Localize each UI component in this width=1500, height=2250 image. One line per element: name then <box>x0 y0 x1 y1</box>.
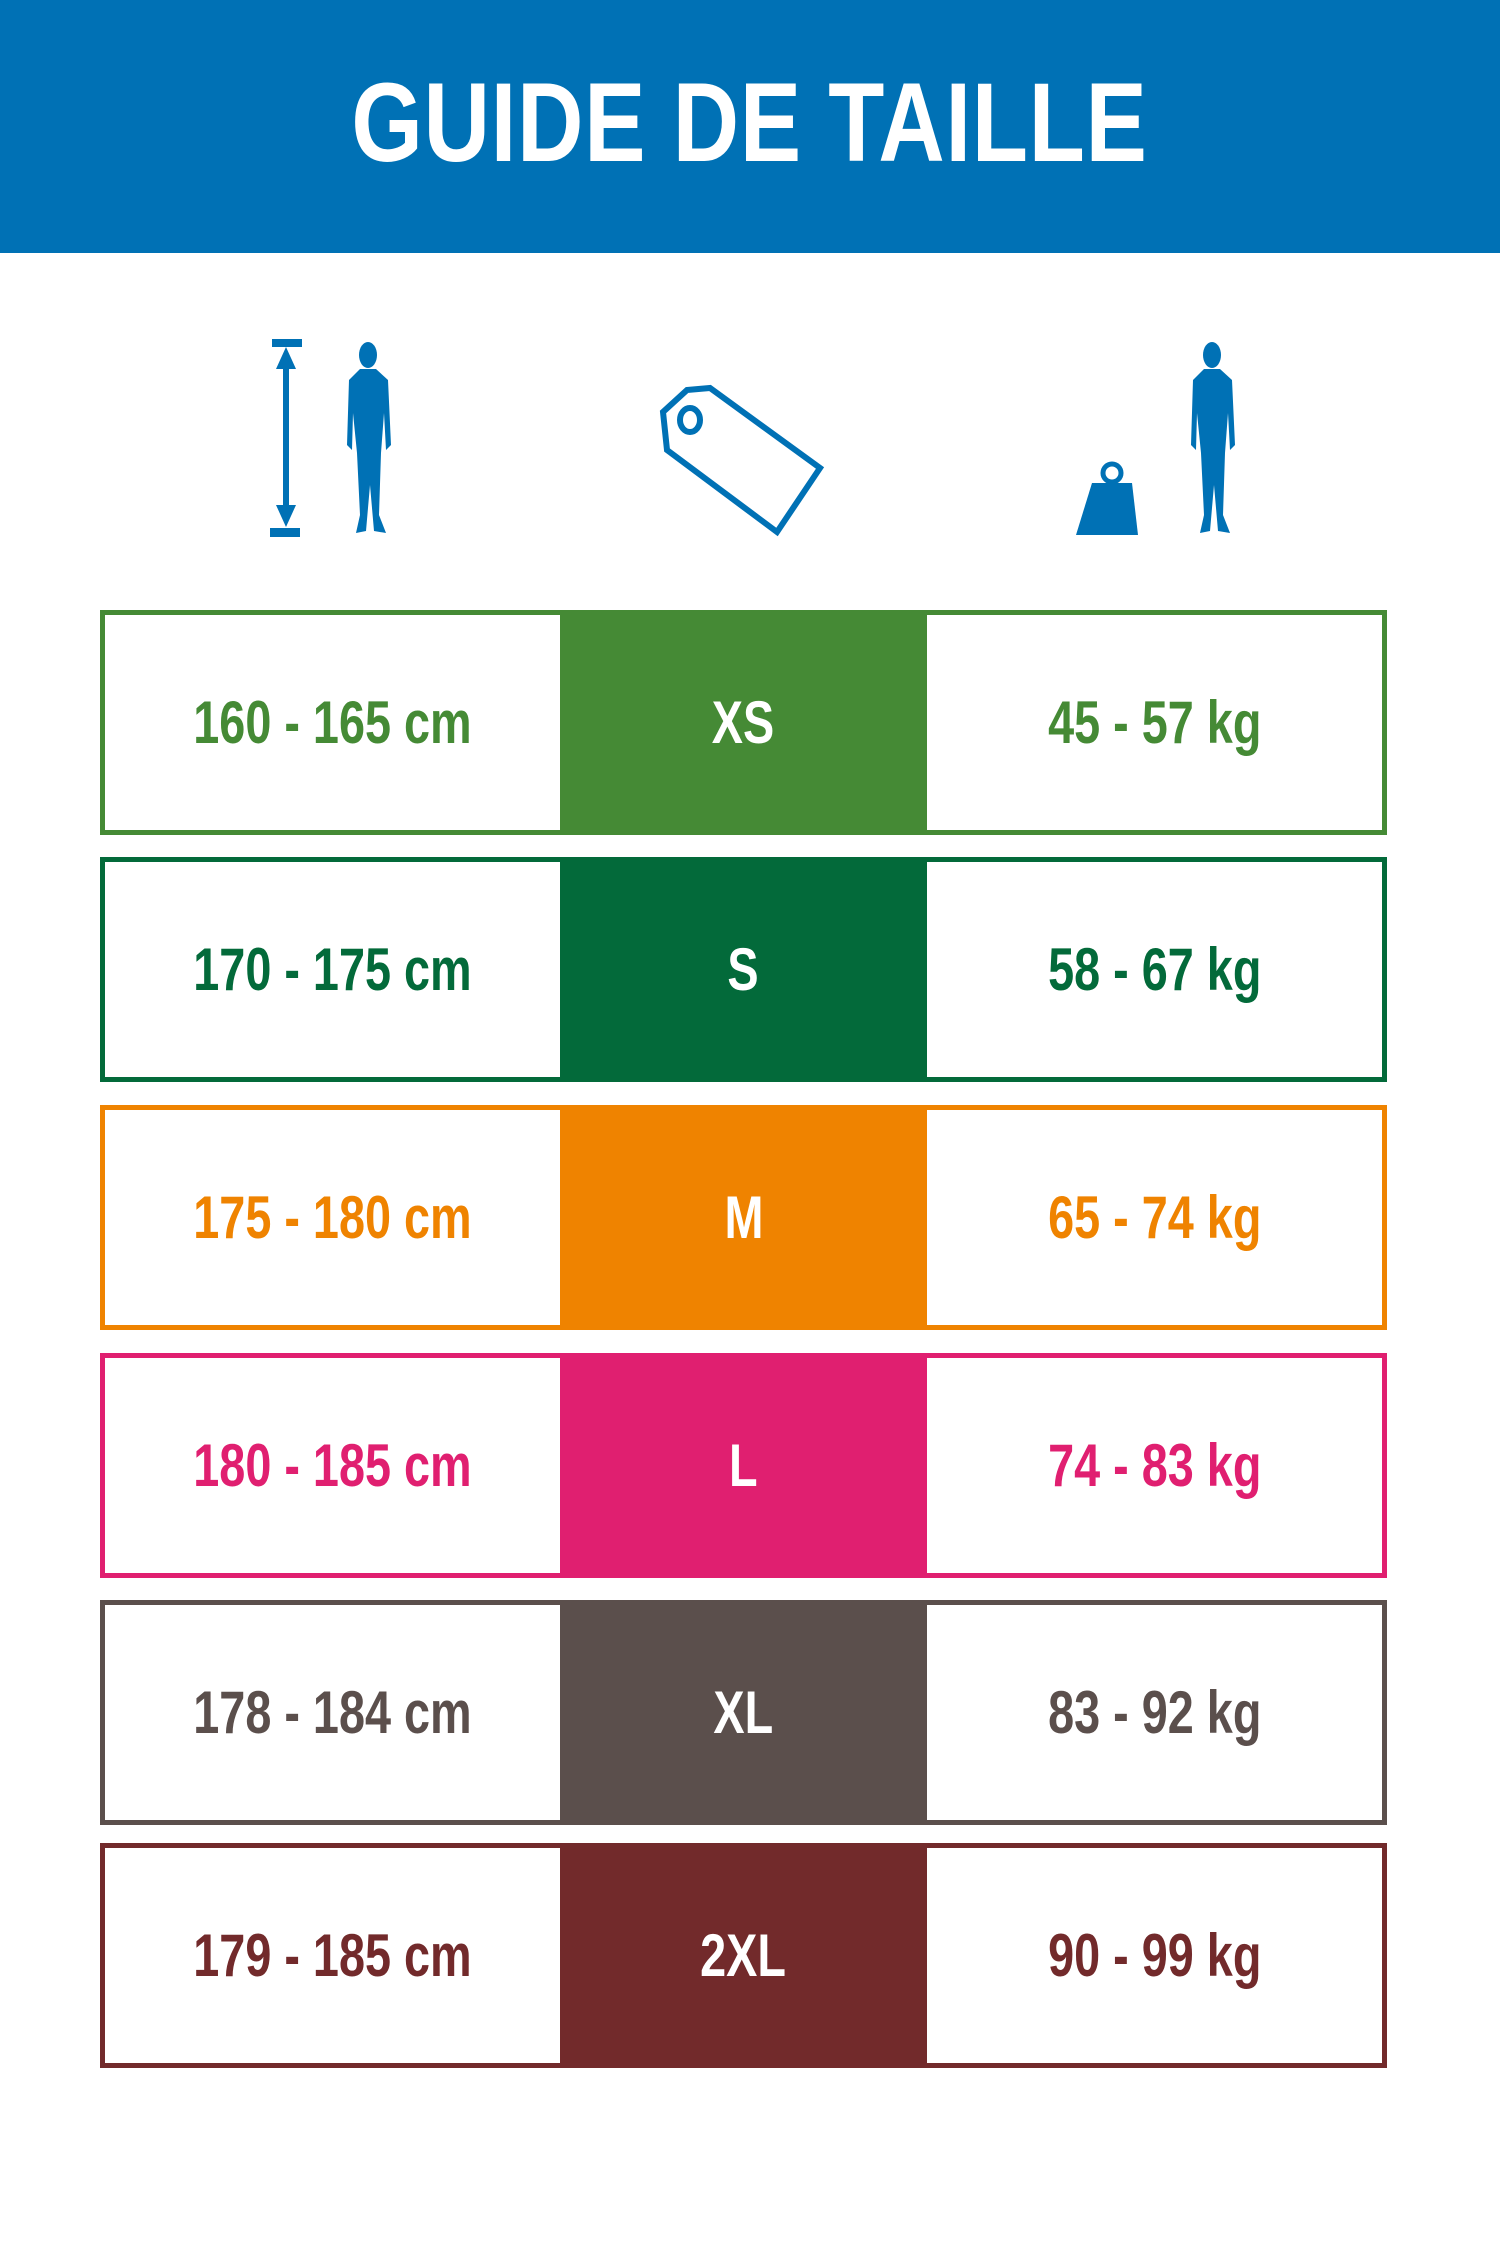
size-row: 179 - 185 cm 2XL 90 - 99 kg <box>100 1843 1387 2068</box>
height-cell-text: 160 - 165 cm <box>193 689 472 756</box>
size-cell: XS <box>560 610 927 835</box>
size-tag-icon <box>659 384 825 537</box>
height-cell-text: 175 - 180 cm <box>193 1184 472 1251</box>
height-cell: 179 - 185 cm <box>105 1848 560 2063</box>
height-cell: 178 - 184 cm <box>105 1605 560 1820</box>
height-cell: 170 - 175 cm <box>105 862 560 1077</box>
header-banner: GUIDE DE TAILLE <box>0 0 1500 253</box>
size-cell: M <box>560 1105 927 1330</box>
weight-cell-text: 45 - 57 kg <box>1047 689 1262 756</box>
height-cell-text: 178 - 184 cm <box>193 1679 472 1746</box>
page-title: GUIDE DE TAILLE <box>351 60 1149 185</box>
size-cell: XL <box>560 1600 927 1825</box>
size-row: 178 - 184 cm XL 83 - 92 kg <box>100 1600 1387 1825</box>
size-row: 170 - 175 cm S 58 - 67 kg <box>100 857 1387 1082</box>
weight-person-icon <box>1076 342 1235 535</box>
weight-cell-text: 58 - 67 kg <box>1047 936 1262 1003</box>
weight-cell-text: 65 - 74 kg <box>1047 1184 1262 1251</box>
weight-cell: 65 - 74 kg <box>927 1110 1382 1325</box>
weight-cell: 74 - 83 kg <box>927 1358 1382 1573</box>
weight-cell: 90 - 99 kg <box>927 1848 1382 2063</box>
weight-cell-text: 90 - 99 kg <box>1047 1922 1262 1989</box>
height-cell: 160 - 165 cm <box>105 615 560 830</box>
weight-cell: 58 - 67 kg <box>927 862 1382 1077</box>
size-cell-text: 2XL <box>700 1922 787 1989</box>
height-cell: 175 - 180 cm <box>105 1110 560 1325</box>
height-person-icon <box>270 339 391 537</box>
height-cell-text: 170 - 175 cm <box>193 936 472 1003</box>
size-cell: S <box>560 857 927 1082</box>
weight-cell-text: 83 - 92 kg <box>1047 1679 1262 1746</box>
size-cell-text: L <box>729 1432 758 1499</box>
size-row: 160 - 165 cm XS 45 - 57 kg <box>100 610 1387 835</box>
size-row: 180 - 185 cm L 74 - 83 kg <box>100 1353 1387 1578</box>
size-cell-text: S <box>727 936 760 1003</box>
size-cell-text: M <box>723 1184 763 1251</box>
weight-cell: 83 - 92 kg <box>927 1605 1382 1820</box>
height-cell-text: 179 - 185 cm <box>193 1922 472 1989</box>
size-cell-text: XS <box>712 689 775 756</box>
weight-cell: 45 - 57 kg <box>927 615 1382 830</box>
height-cell-text: 180 - 185 cm <box>193 1432 472 1499</box>
size-row: 175 - 180 cm M 65 - 74 kg <box>100 1105 1387 1330</box>
size-cell: 2XL <box>560 1843 927 2068</box>
size-cell-text: XL <box>713 1679 774 1746</box>
size-cell: L <box>560 1353 927 1578</box>
height-cell: 180 - 185 cm <box>105 1358 560 1573</box>
weight-cell-text: 74 - 83 kg <box>1047 1432 1262 1499</box>
